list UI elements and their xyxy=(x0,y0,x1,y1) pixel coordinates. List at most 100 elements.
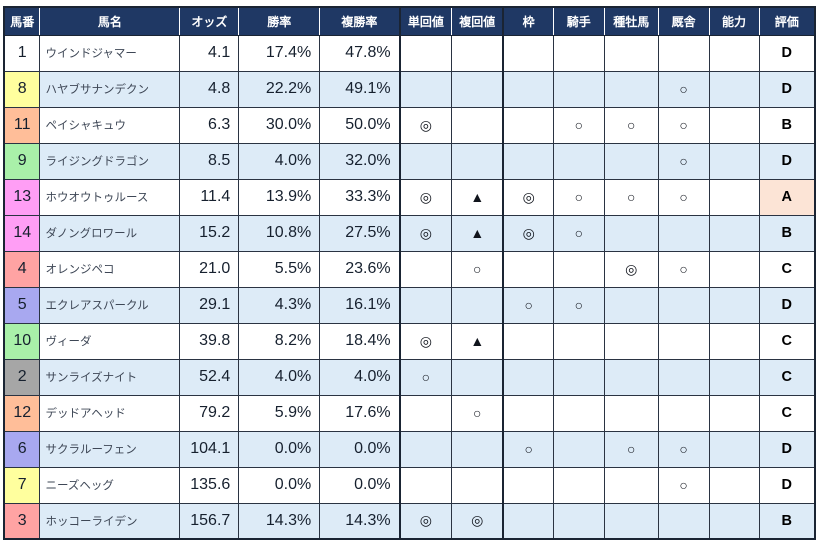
fuku-value-mark-cell xyxy=(451,286,504,324)
horse-name-cell: サンライズナイト xyxy=(39,358,181,396)
fuku-value-mark-cell: ◎ xyxy=(451,502,504,540)
waku-mark-cell xyxy=(502,358,554,396)
ability-mark-cell xyxy=(708,322,760,360)
col-header-tan-value: 単回値 xyxy=(398,7,453,36)
jockey-mark-cell xyxy=(552,34,605,72)
table-row: 3 ホッコーライデン 156.7 14.3% 14.3% ◎ ◎ B xyxy=(3,502,816,540)
stable-mark-cell xyxy=(657,214,710,252)
place-rate-cell: 27.5% xyxy=(319,214,401,252)
waku-mark-cell: ◎ xyxy=(502,214,554,252)
stable-mark-cell xyxy=(657,502,710,540)
waku-mark-cell xyxy=(502,322,554,360)
win-rate-cell: 10.8% xyxy=(238,214,321,252)
tan-value-mark-cell xyxy=(398,430,453,468)
sire-mark-cell xyxy=(603,286,659,324)
ability-mark-cell xyxy=(708,178,760,216)
place-rate-cell: 23.6% xyxy=(319,250,401,288)
col-header-horse-name: 馬名 xyxy=(39,7,181,36)
fuku-value-mark-cell xyxy=(451,466,504,504)
fuku-value-mark-cell: ▲ xyxy=(451,178,504,216)
waku-mark-cell xyxy=(502,394,554,432)
win-rate-cell: 17.4% xyxy=(238,34,321,72)
sire-mark-cell: ○ xyxy=(603,178,659,216)
waku-mark-cell xyxy=(502,142,554,180)
horse-number-cell: 4 xyxy=(3,250,41,288)
jockey-mark-cell xyxy=(552,70,605,108)
horse-name-cell: ホッコーライデン xyxy=(39,502,181,540)
rating-cell: C xyxy=(758,358,816,396)
odds-cell: 21.0 xyxy=(179,250,240,288)
win-rate-cell: 4.0% xyxy=(238,358,321,396)
col-header-jockey: 騎手 xyxy=(552,7,605,36)
fuku-value-mark-cell xyxy=(451,34,504,72)
fuku-value-mark-cell xyxy=(451,358,504,396)
sire-mark-cell xyxy=(603,502,659,540)
place-rate-cell: 49.1% xyxy=(319,70,401,108)
odds-cell: 4.8 xyxy=(179,70,240,108)
stable-mark-cell xyxy=(657,322,710,360)
horse-number-cell: 7 xyxy=(3,466,41,504)
jockey-mark-cell xyxy=(552,322,605,360)
waku-mark-cell xyxy=(502,466,554,504)
stable-mark-cell: ○ xyxy=(657,70,710,108)
horse-number-cell: 12 xyxy=(3,394,41,432)
waku-mark-cell: ○ xyxy=(502,430,554,468)
tan-value-mark-cell xyxy=(398,466,453,504)
fuku-value-mark-cell: ▲ xyxy=(451,214,504,252)
place-rate-cell: 0.0% xyxy=(319,466,401,504)
ability-mark-cell xyxy=(708,466,760,504)
fuku-value-mark-cell xyxy=(451,106,504,144)
horse-name-cell: ヴィーダ xyxy=(39,322,181,360)
horse-name-cell: ホウオウトゥルース xyxy=(39,178,181,216)
place-rate-cell: 4.0% xyxy=(319,358,401,396)
win-rate-cell: 4.0% xyxy=(238,142,321,180)
place-rate-cell: 16.1% xyxy=(319,286,401,324)
rating-cell: A xyxy=(758,178,816,216)
place-rate-cell: 0.0% xyxy=(319,430,401,468)
header-row: 馬番 馬名 オッズ 勝率 複勝率 単回値 複回値 枠 騎手 種牡馬 厩舎 能力 … xyxy=(4,7,815,36)
jockey-mark-cell: ○ xyxy=(552,106,605,144)
tan-value-mark-cell: ◎ xyxy=(398,214,453,252)
odds-cell: 6.3 xyxy=(179,106,240,144)
ability-mark-cell xyxy=(708,358,760,396)
stable-mark-cell xyxy=(657,394,710,432)
waku-mark-cell xyxy=(502,502,554,540)
ability-mark-cell xyxy=(708,394,760,432)
jockey-mark-cell xyxy=(552,466,605,504)
waku-mark-cell xyxy=(502,34,554,72)
tan-value-mark-cell: ○ xyxy=(398,358,453,396)
win-rate-cell: 0.0% xyxy=(238,430,321,468)
jockey-mark-cell xyxy=(552,502,605,540)
table-row: 2 サンライズナイト 52.4 4.0% 4.0% ○ C xyxy=(3,358,816,396)
horse-name-cell: オレンジペコ xyxy=(39,250,181,288)
horse-name-cell: デッドアヘッド xyxy=(39,394,181,432)
sire-mark-cell xyxy=(603,466,659,504)
rating-cell: D xyxy=(758,466,816,504)
win-rate-cell: 22.2% xyxy=(238,70,321,108)
ability-mark-cell xyxy=(708,286,760,324)
fuku-value-mark-cell xyxy=(451,70,504,108)
rating-cell: D xyxy=(758,286,816,324)
win-rate-cell: 4.3% xyxy=(238,286,321,324)
stable-mark-cell: ○ xyxy=(657,178,710,216)
stable-mark-cell: ○ xyxy=(657,106,710,144)
odds-cell: 156.7 xyxy=(179,502,240,540)
horse-name-cell: エクレアスパークル xyxy=(39,286,181,324)
tan-value-mark-cell xyxy=(398,250,453,288)
horse-stats-table-wrap: 馬番 馬名 オッズ 勝率 複勝率 単回値 複回値 枠 騎手 種牡馬 厩舎 能力 … xyxy=(3,6,816,540)
stable-mark-cell: ○ xyxy=(657,430,710,468)
waku-mark-cell: ○ xyxy=(502,286,554,324)
jockey-mark-cell: ○ xyxy=(552,178,605,216)
rating-cell: B xyxy=(758,106,816,144)
odds-cell: 8.5 xyxy=(179,142,240,180)
odds-cell: 4.1 xyxy=(179,34,240,72)
horse-stats-table: 馬番 馬名 オッズ 勝率 複勝率 単回値 複回値 枠 騎手 種牡馬 厩舎 能力 … xyxy=(3,6,816,540)
waku-mark-cell xyxy=(502,106,554,144)
horse-number-cell: 3 xyxy=(3,502,41,540)
jockey-mark-cell: ○ xyxy=(552,214,605,252)
table-row: 7 ニーズヘッグ 135.6 0.0% 0.0% ○ D xyxy=(3,466,816,504)
col-header-stable: 厩舎 xyxy=(657,7,710,36)
odds-cell: 11.4 xyxy=(179,178,240,216)
table-row: 6 サクラルーフェン 104.1 0.0% 0.0% ○ ○ ○ D xyxy=(3,430,816,468)
odds-cell: 29.1 xyxy=(179,286,240,324)
